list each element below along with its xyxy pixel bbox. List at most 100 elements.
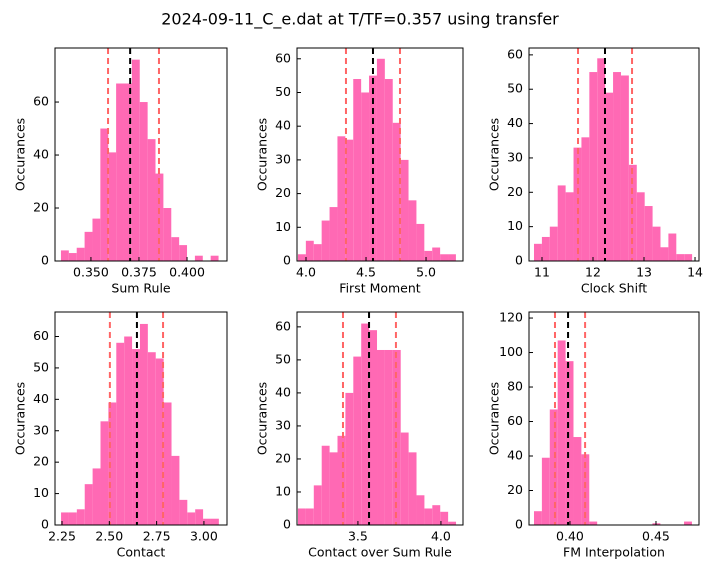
histogram-bar [321,445,330,525]
histogram-bar [676,254,685,261]
histogram-bar [171,455,180,525]
histogram-bar [541,236,550,261]
y-tick-label: 30 [33,422,49,437]
histogram-bar [684,521,692,525]
histogram-bar [313,485,322,525]
histogram-bar [163,402,172,525]
y-tick-label: 30 [507,149,523,164]
y-tick-label: 60 [507,46,523,61]
histogram-bar [361,92,370,262]
histogram-bar [620,75,629,261]
histogram-bar [557,185,566,261]
histogram-bar [424,508,433,525]
x-tick-label: 4.5 [356,265,376,280]
histogram-bar [361,323,370,525]
y-tick-label: 0 [41,517,49,532]
histogram-bar [187,512,196,525]
histogram-bar [416,495,425,525]
y-tick-label: 0 [41,253,49,268]
figure-title: 2024-09-11_C_e.dat at T/TF=0.357 using t… [161,10,559,30]
x-tick-label: 0.400 [169,265,205,280]
histogram-bar [573,147,582,261]
x-tick-label: 0.375 [121,265,157,280]
x-tick-label: 3.00 [190,529,218,544]
histogram-bar [116,83,124,261]
histogram-bar [139,102,148,262]
histogram-bar [321,220,330,261]
histogram-bar [432,247,441,261]
x-tick-label: 0.45 [642,529,670,544]
y-tick-label: 20 [507,184,523,199]
histogram-bar [400,432,409,525]
histogram-bar [432,505,441,525]
histogram-bar [194,255,203,261]
histogram-bar [613,72,621,261]
histogram-bar [533,511,542,525]
y-tick-label: 60 [33,94,49,109]
histogram-bar [195,509,204,525]
histogram-bar [131,59,140,262]
histogram-bar [440,511,449,525]
histogram-bar [392,122,401,262]
y-tick-label: 10 [507,218,523,233]
y-tick-label: 60 [507,413,523,428]
histogram-bar [337,435,346,525]
histogram-bar [533,243,542,261]
x-tick-label: 4.0 [296,265,316,280]
y-tick-label: 40 [33,147,49,162]
histogram-bar [384,79,393,261]
histogram-bar [345,139,354,261]
histogram-bar [329,452,338,525]
histogram-bar [684,254,693,261]
histogram-bar [92,468,101,525]
axes-frame [296,311,464,526]
y-tick-label: 0 [283,253,291,268]
histogram-bar [100,128,109,261]
x-tick-label: 2.50 [95,529,123,544]
y-tick-label: 100 [499,344,523,359]
y-tick-label: 20 [275,450,291,465]
y-tick-label: 20 [33,454,49,469]
y-tick-label: 0 [515,253,523,268]
histogram-bar [660,247,669,261]
y-tick-label: 30 [275,151,291,166]
y-tick-label: 50 [507,81,523,96]
histogram-bar [353,79,362,261]
axes-frame [54,311,228,526]
histogram-bar [448,521,457,525]
y-tick-label: 40 [275,384,291,399]
histogram-bar [123,83,132,261]
histogram-bar [369,330,378,525]
histogram-bar [305,240,314,261]
y-tick-label: 50 [275,351,291,366]
x-tick-label: 11 [534,265,550,280]
y-axis-label: Occurances [255,118,270,191]
histogram-bar [668,233,677,261]
histogram-bar [147,139,156,261]
x-tick-label: 3.5 [348,529,368,544]
histogram-bar [400,159,409,261]
histogram-bar [329,207,338,261]
x-tick-label: 14 [687,265,703,280]
histogram-bar [589,72,598,261]
y-axis-label: Occurances [487,118,502,191]
y-tick-label: 10 [275,219,291,234]
histogram-bar [345,392,354,525]
histogram-bar [565,361,574,525]
histogram-bar [557,340,566,525]
histogram-bar [549,226,558,261]
y-tick-label: 80 [507,379,523,394]
histogram-bar [337,136,346,261]
y-tick-label: 50 [275,84,291,99]
histogram-bar [179,245,188,261]
y-tick-label: 60 [275,318,291,333]
histogram-bar [377,349,385,525]
histogram-bar [581,454,590,525]
y-tick-label: 0 [515,517,523,532]
histogram-bar [440,254,449,261]
x-axis-label: Sum Rule [111,281,171,296]
x-axis-label: Clock Shift [581,281,647,296]
y-tick-label: 0 [283,517,291,532]
histogram-bar [573,437,582,525]
y-tick-label: 40 [33,391,49,406]
